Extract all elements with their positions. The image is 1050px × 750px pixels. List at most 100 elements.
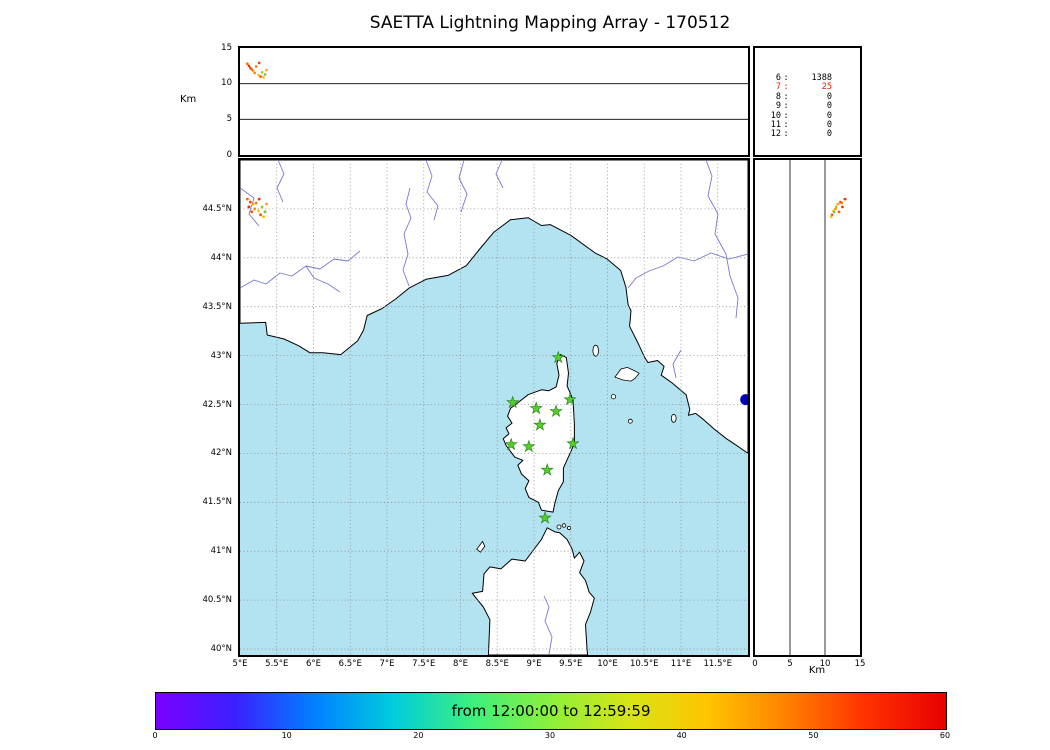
lightning-source-dot [251, 202, 255, 206]
colorbar-tick-label: 30 [544, 731, 556, 740]
map-plot [240, 160, 748, 655]
lightning-source-dot [840, 201, 844, 205]
station-star-marker [522, 439, 536, 453]
colorbar-tick-label: 10 [281, 731, 292, 740]
lightning-source-dot [263, 73, 267, 76]
station-star-marker [533, 418, 547, 431]
lat-tick-label: 43°N [210, 350, 232, 361]
asinara-island [476, 540, 486, 553]
lon-tick-label: 7.5°E [412, 659, 436, 669]
lightning-source-dot [246, 62, 249, 65]
lat-tick-label: 44°N [210, 252, 232, 263]
lightning-source-dot [253, 207, 257, 211]
lightning-source-dot [260, 70, 264, 74]
lon-tick-label: 8°E [452, 659, 469, 669]
lightning-source-dot [257, 197, 261, 201]
station-count-row: 11:0 [770, 120, 832, 131]
right-xtick-label: 5 [787, 659, 793, 669]
right-xtick-label: 0 [752, 659, 758, 669]
lightning-source-dot [259, 213, 262, 217]
station-count-row: 9:0 [775, 101, 832, 112]
lightning-source-dot [248, 200, 252, 204]
lat-tick-label: 40°N [210, 644, 232, 654]
mainland-coastline [240, 160, 748, 454]
lightning-source-dot [257, 61, 261, 65]
rivers [240, 160, 748, 655]
station-count-stats-panel: 6:1388 7:25 8:0 9:0 10:0 11:0 12:0 [753, 46, 862, 157]
map-lightning-sources [245, 197, 748, 406]
map-panel [238, 158, 750, 657]
station-star-marker [538, 510, 552, 524]
altitude-panel-sources [246, 61, 268, 79]
lon-tick-label: 7°E [379, 659, 395, 669]
lightning-source-dot [834, 205, 838, 209]
elba-island [614, 366, 640, 382]
lightning-source-dot [837, 210, 841, 214]
altitude-axis-label: Km [180, 94, 197, 105]
lightning-source-dot [830, 213, 834, 217]
montecristo-island [627, 418, 633, 424]
alt-ytick-label: 0 [226, 149, 232, 160]
station-star-marker [504, 437, 518, 451]
maddalena-island [556, 524, 562, 530]
lat-tick-label: 40.5°N [202, 595, 232, 606]
colorbar-tick-label: 20 [413, 731, 424, 740]
lightning-source-dot [265, 68, 268, 72]
station-star-marker [566, 436, 580, 450]
lightning-source-dot [245, 197, 249, 201]
lon-tick-label: 8.5°E [485, 659, 509, 669]
lat-tick-label: 44.5°N [202, 203, 232, 214]
lightning-source-dot [250, 68, 254, 71]
station-count-row: 12:0 [770, 129, 832, 140]
lat-tick-label: 42.5°N [202, 399, 232, 410]
lat-tick-label: 41°N [210, 546, 232, 557]
station-count-row: 10:0 [770, 110, 832, 121]
lon-tick-label: 5°E [232, 659, 248, 669]
alt-ytick-label: 15 [221, 42, 232, 53]
right-panel-sources [830, 197, 847, 219]
right-xtick-label: 15 [854, 659, 866, 669]
station-count-row: 8:0 [775, 91, 832, 102]
station-count-row: 7:25 [775, 82, 832, 93]
altitude-panel-plot [240, 61, 748, 120]
capraia-island [592, 344, 599, 357]
lightning-source-dot [247, 64, 251, 68]
lightning-source-dot [263, 210, 267, 214]
station-count-row: 6:1388 [775, 73, 832, 83]
lightning-source-dot [256, 209, 260, 213]
figure-title: SAETTA Lightning Mapping Array - 170512 [369, 13, 731, 33]
lightning-source-dot [262, 75, 265, 79]
lon-tick-label: 9°E [526, 659, 542, 669]
station-star-marker [563, 392, 577, 406]
colorbar-tick-label: 60 [939, 731, 951, 740]
right-panel-plot [789, 160, 847, 655]
lon-tick-label: 11°E [670, 659, 692, 669]
lon-tick-label: 10.5°E [629, 659, 659, 669]
lightning-source-dot [254, 65, 258, 68]
time-colorbar: from 12:00:00 to 12:59:59 [155, 692, 947, 730]
right-xtick-label: 10 [819, 659, 831, 669]
lat-tick-label: 42°N [210, 448, 232, 459]
lightning-source-dot [844, 197, 847, 201]
map-station-markers [504, 350, 580, 524]
giglio-island [670, 413, 677, 423]
lightning-source-dot [259, 75, 262, 78]
colorbar-label: from 12:00:00 to 12:59:59 [451, 702, 651, 720]
lightning-source-dot [830, 215, 833, 219]
colorbar-tick-label: 50 [808, 731, 819, 740]
lon-tick-label: 10°E [597, 659, 618, 669]
station-star-marker [549, 404, 563, 418]
maddalena-island [561, 523, 567, 528]
right-axis-label: Km [808, 665, 826, 676]
lightning-source-dot [837, 202, 840, 206]
pianosa-island [610, 394, 616, 400]
lightning-source-dot [834, 207, 837, 211]
station-count-rows: 6:1388 7:25 8:0 9:0 10:0 11:0 12:0 [755, 48, 860, 140]
lightning-source-dot [841, 205, 844, 209]
lightning-source-dot [250, 210, 254, 214]
colorbar-tick-label: 0 [152, 731, 158, 740]
lat-tick-label: 41.5°N [202, 497, 232, 508]
lon-tick-label: 6.5°E [338, 659, 362, 669]
edge-source-dot [740, 394, 748, 406]
